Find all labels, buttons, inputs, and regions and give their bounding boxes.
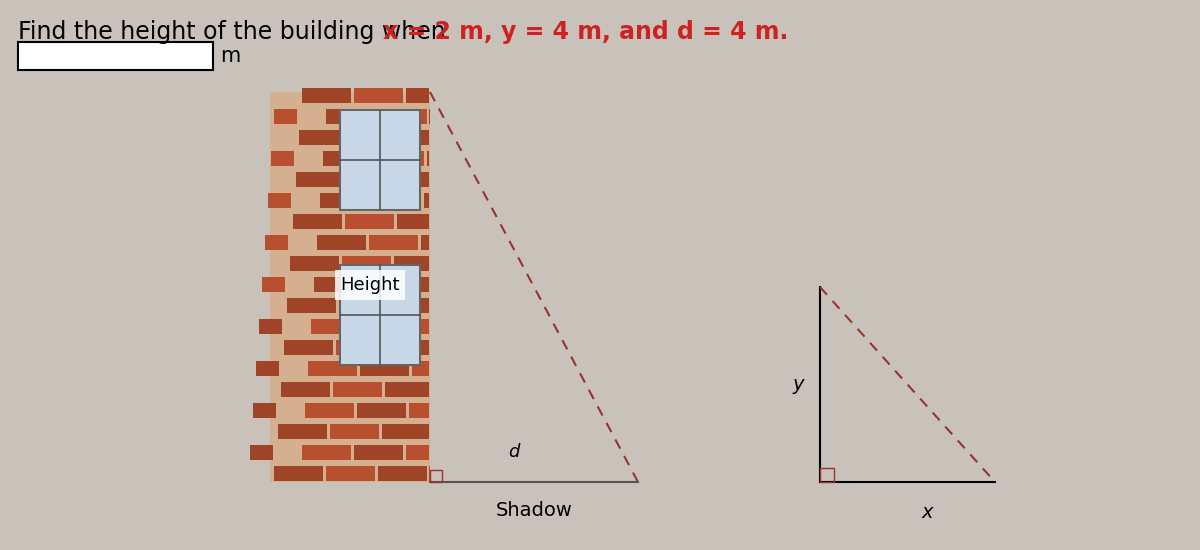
Bar [372,192,420,207]
Bar [418,277,428,292]
Bar [414,318,428,333]
Bar [390,298,428,312]
Bar [402,129,428,145]
Bar [325,108,374,124]
Bar [388,339,428,355]
Bar [348,172,396,186]
Bar [319,192,368,207]
Bar [270,92,430,482]
Bar [378,108,426,124]
Bar [420,234,428,250]
Bar [394,256,428,271]
Bar [356,403,406,417]
Bar [301,444,350,459]
Bar [400,172,428,186]
Bar [374,151,424,166]
Bar [350,129,400,145]
Bar [283,339,332,355]
Bar [274,108,296,124]
Bar [305,403,354,417]
Bar [325,465,374,481]
Bar [344,213,394,228]
Bar [317,234,366,250]
Text: Shadow: Shadow [496,500,572,520]
Bar [396,213,428,228]
Bar [384,382,428,397]
Bar [408,403,428,417]
Bar [313,277,362,292]
Text: x: x [922,503,934,521]
Bar [287,298,336,312]
Bar [338,298,388,312]
Bar [18,42,214,70]
Bar [277,424,326,438]
Bar [293,213,342,228]
Bar [406,444,428,459]
Text: Find the height of the building when: Find the height of the building when [18,20,454,44]
Bar [430,470,442,482]
Bar [270,151,294,166]
Bar [354,87,402,102]
Bar [340,265,420,365]
Bar [252,403,276,417]
Bar [307,360,356,376]
Bar [330,424,378,438]
Bar [295,172,344,186]
Bar [360,360,408,376]
Bar [274,465,323,481]
Bar [301,87,350,102]
Bar [342,256,390,271]
Bar [424,192,428,207]
Bar [820,468,834,482]
Bar [340,110,420,210]
Text: d: d [509,443,520,461]
Text: x = 2 m, y = 4 m, and d = 4 m.: x = 2 m, y = 4 m, and d = 4 m. [383,20,788,44]
Bar [262,277,284,292]
Text: Height: Height [341,276,400,294]
Bar [354,444,402,459]
Bar [426,151,428,166]
Bar [311,318,360,333]
Bar [268,192,290,207]
Bar [362,318,412,333]
Bar [368,234,418,250]
Text: y: y [792,375,804,394]
Text: m: m [220,46,240,66]
Bar [281,382,330,397]
Bar [250,444,272,459]
Bar [264,234,288,250]
Bar [332,382,382,397]
Bar [258,318,282,333]
Bar [323,151,372,166]
Bar [366,277,414,292]
Bar [289,256,338,271]
Bar [406,87,428,102]
Bar [378,465,426,481]
Bar [412,360,428,376]
Bar [382,424,428,438]
Bar [256,360,278,376]
Bar [336,339,384,355]
Bar [299,129,348,145]
